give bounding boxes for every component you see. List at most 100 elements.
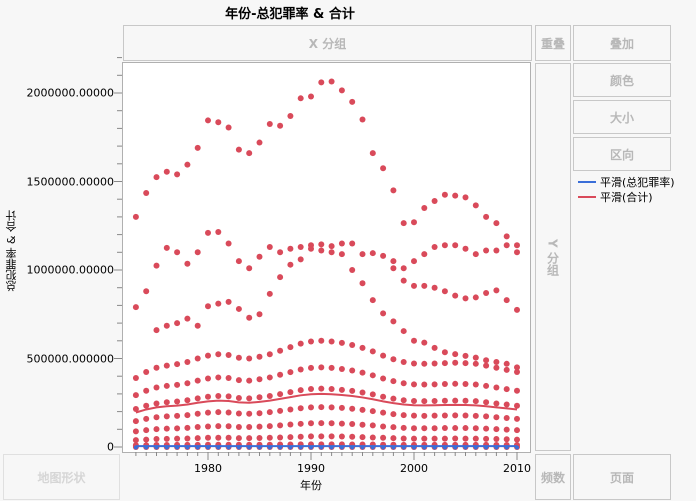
legend-item-smooth-total[interactable]: 平滑(合计): [578, 189, 653, 205]
x-axis-title[interactable]: 年份: [300, 479, 322, 492]
data-point: [297, 405, 304, 412]
data-point: [132, 304, 139, 311]
data-point: [328, 364, 335, 371]
data-point: [349, 367, 356, 374]
data-point: [514, 242, 520, 249]
data-point: [235, 423, 242, 430]
data-point: [431, 425, 438, 432]
x-group-dropzone[interactable]: X 分组: [123, 25, 532, 61]
data-point: [328, 249, 335, 256]
graph-title: 年份-总犯罪率 & 合计: [225, 7, 355, 22]
data-point: [287, 113, 294, 120]
data-point: [225, 423, 232, 430]
data-point: [205, 117, 211, 124]
data-point: [215, 409, 222, 416]
data-point: [493, 359, 500, 366]
data-point: [235, 435, 242, 442]
data-point: [184, 359, 191, 366]
data-point: [328, 385, 335, 392]
data-point: [400, 265, 407, 272]
data-point: [400, 359, 407, 366]
data-point: [163, 435, 170, 442]
data-point: [266, 351, 273, 358]
data-point: [349, 98, 356, 105]
data-point: [246, 355, 253, 362]
data-point: [390, 258, 397, 265]
data-point: [308, 385, 314, 392]
data-point: [163, 399, 170, 406]
data-point: [277, 407, 284, 414]
overlay-dropzone[interactable]: 重叠: [535, 25, 571, 61]
data-point: [297, 420, 304, 427]
data-point: [462, 352, 469, 359]
plot-frame: [122, 62, 531, 453]
data-point: [369, 422, 376, 429]
data-point: [246, 423, 253, 430]
data-point: [390, 435, 397, 442]
data-point: [225, 409, 232, 416]
data-point: [338, 339, 345, 346]
data-point: [411, 412, 417, 419]
data-point: [462, 380, 469, 387]
data-point: [400, 277, 407, 284]
data-point: [390, 424, 397, 431]
data-point: [308, 404, 314, 411]
legend-item-smooth-rate[interactable]: 平滑(总犯罪率): [578, 174, 675, 190]
data-point: [256, 311, 263, 318]
page-dropzone[interactable]: 页面: [573, 454, 671, 500]
x-tick-label: 2010: [503, 462, 531, 475]
data-point: [287, 245, 294, 252]
data-point: [318, 385, 325, 392]
interval-dropzone[interactable]: 区向: [573, 137, 671, 171]
data-point: [246, 410, 253, 417]
data-point: [328, 338, 335, 345]
data-point: [452, 359, 459, 366]
data-point: [369, 434, 376, 441]
data-point: [256, 423, 263, 430]
data-point: [452, 292, 459, 299]
data-point: [153, 327, 160, 334]
data-point: [431, 197, 438, 204]
size-dropzone[interactable]: 大小: [573, 100, 671, 134]
data-point: [266, 120, 273, 127]
data-point: [411, 397, 417, 404]
data-point: [462, 360, 469, 367]
data-point: [503, 436, 510, 443]
data-point: [441, 435, 448, 442]
data-point: [143, 436, 150, 443]
freq-dropzone[interactable]: 频数: [535, 454, 571, 500]
data-point: [287, 389, 294, 396]
data-point: [215, 300, 222, 307]
data-point: [277, 122, 284, 129]
y-group-dropzone[interactable]: Y 分组: [535, 63, 571, 451]
data-point: [163, 382, 170, 389]
data-point: [215, 228, 222, 235]
data-point: [503, 426, 510, 433]
data-point: [452, 192, 459, 199]
data-point: [472, 398, 479, 405]
data-point: [194, 377, 201, 384]
data-point: [143, 190, 150, 197]
y-tick-label: 1500000.00000: [26, 175, 114, 188]
wrap-dropzone[interactable]: 叠加: [573, 25, 671, 61]
data-point: [194, 435, 201, 442]
data-point: [514, 402, 520, 409]
data-point: [421, 435, 428, 442]
data-point: [493, 384, 500, 391]
data-point: [266, 423, 273, 430]
data-point: [215, 351, 222, 358]
data-point: [194, 423, 201, 430]
data-point: [349, 405, 356, 412]
color-dropzone[interactable]: 颜色: [573, 63, 671, 97]
data-point: [163, 413, 170, 420]
data-point: [400, 328, 407, 335]
data-point: [431, 344, 438, 351]
data-point: [390, 318, 397, 325]
data-point: [349, 420, 356, 427]
data-point: [174, 249, 181, 256]
data-point: [308, 420, 314, 427]
data-point: [132, 428, 139, 435]
map-shape-dropzone[interactable]: 地图形状: [3, 454, 120, 500]
data-point: [277, 274, 284, 281]
